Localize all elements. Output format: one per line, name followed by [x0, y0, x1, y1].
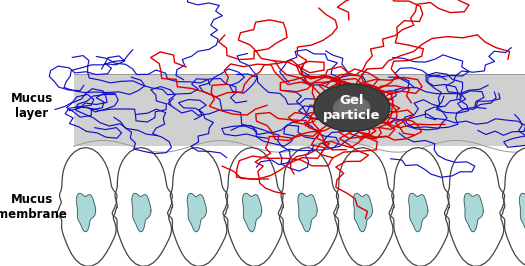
Polygon shape — [57, 148, 117, 266]
Ellipse shape — [337, 98, 367, 117]
Polygon shape — [519, 193, 525, 232]
Polygon shape — [353, 193, 373, 232]
Polygon shape — [132, 193, 151, 232]
Polygon shape — [223, 148, 284, 266]
Polygon shape — [278, 148, 339, 266]
Polygon shape — [77, 193, 96, 232]
Bar — [74, 74, 525, 146]
Polygon shape — [500, 148, 525, 266]
Polygon shape — [298, 193, 317, 232]
Polygon shape — [243, 193, 262, 232]
Ellipse shape — [340, 101, 363, 115]
Polygon shape — [464, 193, 483, 232]
Polygon shape — [167, 148, 228, 266]
Polygon shape — [334, 148, 394, 266]
Text: Gel
particle: Gel particle — [323, 94, 381, 122]
Ellipse shape — [329, 94, 374, 122]
Ellipse shape — [333, 96, 371, 119]
Ellipse shape — [321, 89, 382, 126]
Polygon shape — [445, 148, 505, 266]
Ellipse shape — [326, 91, 378, 124]
Ellipse shape — [318, 87, 386, 129]
Text: Mucus
layer: Mucus layer — [10, 92, 52, 120]
Polygon shape — [389, 148, 449, 266]
Ellipse shape — [314, 84, 390, 131]
Polygon shape — [112, 148, 173, 266]
Ellipse shape — [314, 84, 390, 131]
Text: Mucus
membrane: Mucus membrane — [0, 193, 67, 222]
Polygon shape — [409, 193, 428, 232]
Polygon shape — [187, 193, 206, 232]
